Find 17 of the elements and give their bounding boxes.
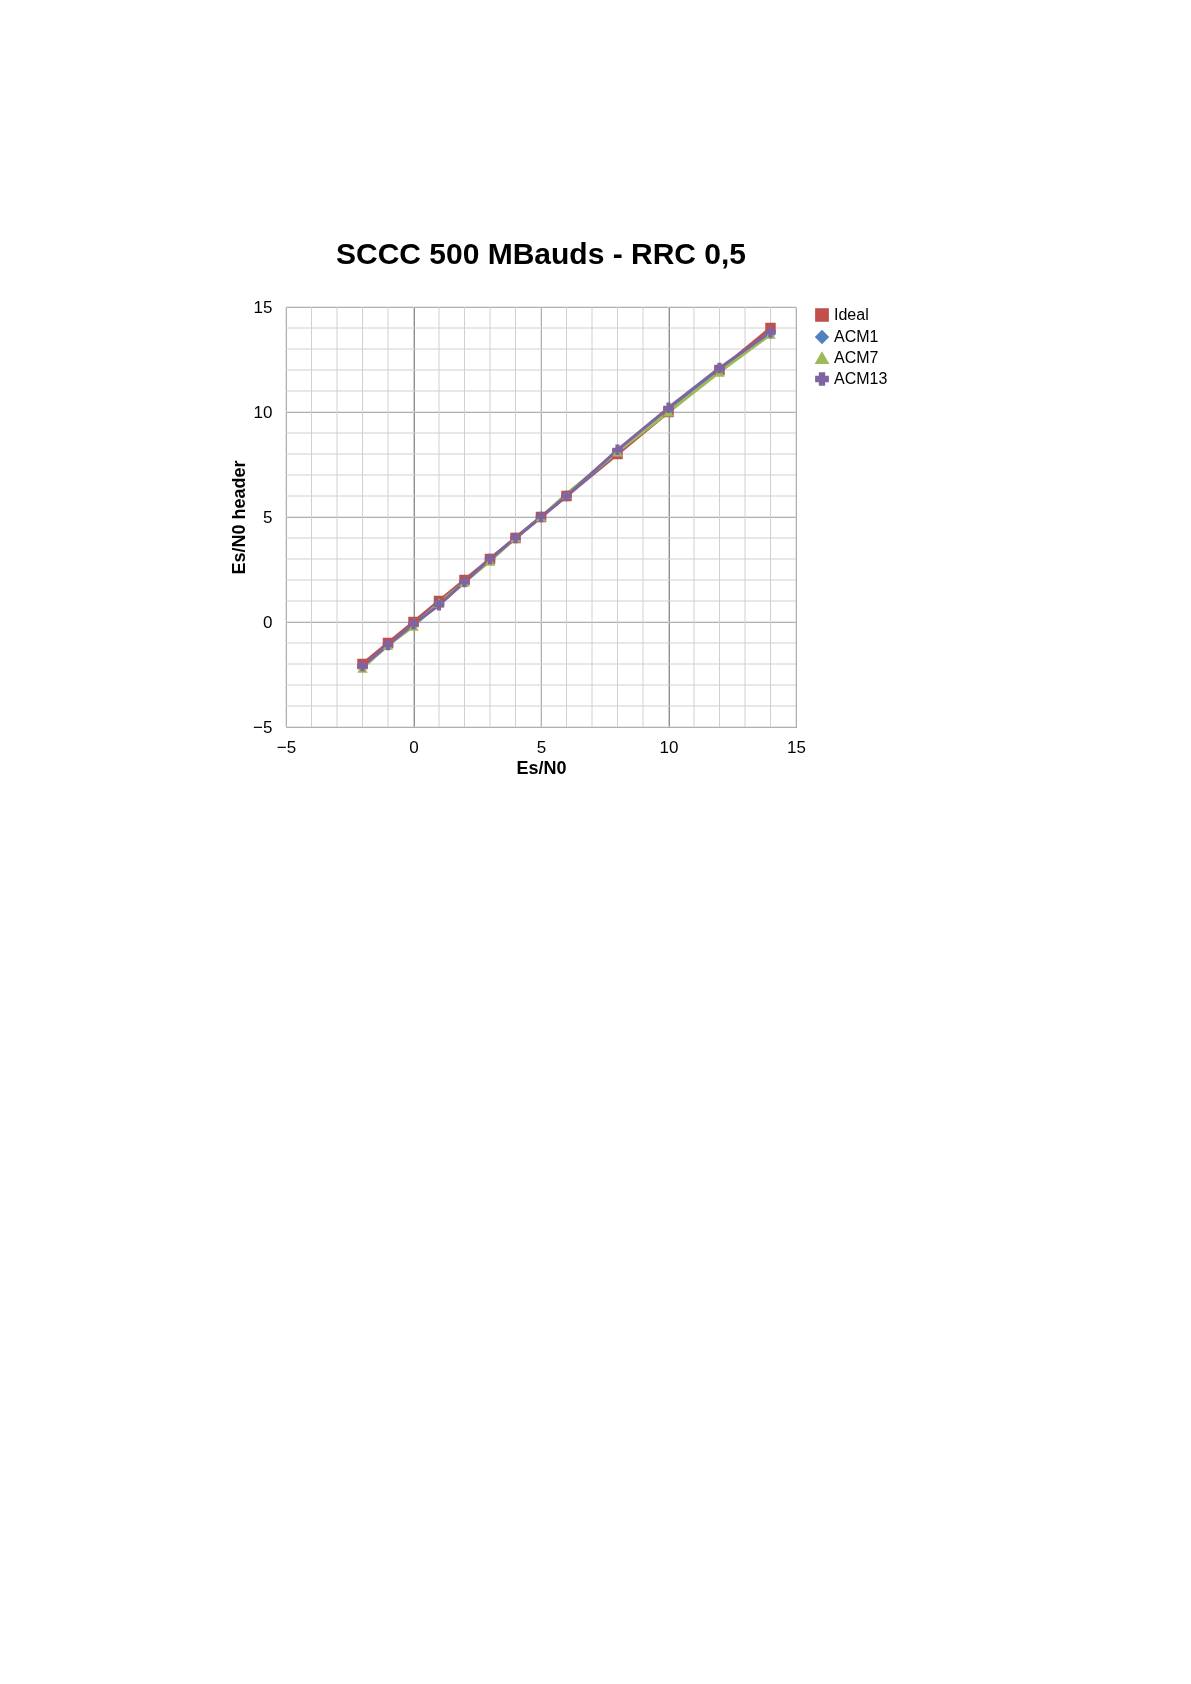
y-tick-label: 10: [253, 402, 273, 422]
legend-label: Ideal: [834, 306, 869, 323]
x-axis-title: Es/N0: [516, 757, 567, 778]
x-tick-label: −5: [276, 737, 297, 757]
legend-label: ACM1: [834, 328, 879, 345]
y-tick-label: 15: [253, 297, 273, 317]
legend-label: ACM13: [834, 370, 888, 387]
chart-title: SCCC 500 MBauds - RRC 0,5: [335, 237, 747, 270]
x-tick-label: 5: [536, 737, 547, 757]
x-tick-label: 15: [787, 737, 806, 757]
x-tick-label: 0: [409, 737, 419, 757]
y-tick-label: 5: [263, 507, 273, 527]
y-tick-label: −5: [253, 717, 273, 737]
x-tick-label: 10: [659, 737, 679, 757]
legend-label: ACM7: [834, 349, 879, 366]
y-tick-label: 0: [263, 612, 273, 632]
y-axis-title: Es/N0 header: [229, 460, 250, 575]
